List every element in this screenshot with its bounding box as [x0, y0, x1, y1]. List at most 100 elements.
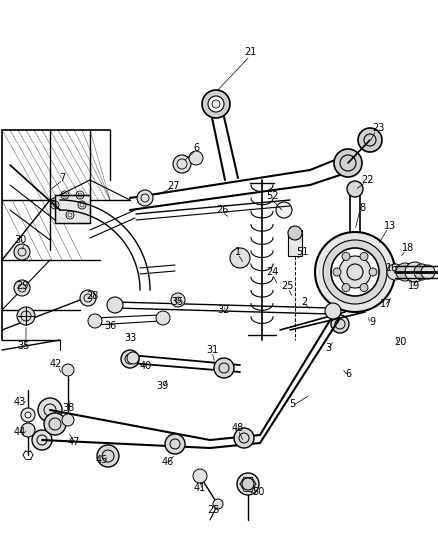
- Circle shape: [405, 262, 425, 282]
- Circle shape: [360, 284, 368, 292]
- Text: 46: 46: [162, 457, 174, 467]
- Text: 25: 25: [282, 281, 294, 291]
- Text: 26: 26: [216, 205, 228, 215]
- Text: 17: 17: [380, 299, 392, 309]
- Circle shape: [173, 155, 191, 173]
- Circle shape: [369, 268, 377, 276]
- Circle shape: [288, 226, 302, 240]
- Circle shape: [276, 202, 292, 218]
- Circle shape: [396, 263, 414, 281]
- Circle shape: [14, 244, 30, 260]
- Text: 18: 18: [402, 243, 414, 253]
- Text: 21: 21: [244, 47, 256, 57]
- Text: 23: 23: [372, 123, 384, 133]
- Circle shape: [360, 253, 368, 261]
- Circle shape: [44, 413, 66, 435]
- Circle shape: [38, 398, 62, 422]
- Circle shape: [342, 284, 350, 292]
- Text: 9: 9: [369, 317, 375, 327]
- Circle shape: [230, 248, 250, 268]
- Text: 6: 6: [345, 369, 351, 379]
- Text: 1: 1: [235, 247, 241, 257]
- Text: 27: 27: [168, 181, 180, 191]
- Text: 30: 30: [14, 235, 26, 245]
- Circle shape: [127, 352, 139, 364]
- Text: 25: 25: [208, 505, 220, 515]
- Circle shape: [334, 149, 362, 177]
- Text: 32: 32: [218, 305, 230, 315]
- Text: 20: 20: [394, 337, 406, 347]
- Text: 36: 36: [104, 321, 116, 331]
- Circle shape: [62, 364, 74, 376]
- Circle shape: [208, 96, 224, 112]
- Circle shape: [97, 445, 119, 467]
- Circle shape: [21, 408, 35, 422]
- Circle shape: [213, 499, 223, 509]
- Text: 2: 2: [301, 297, 307, 307]
- Text: 52: 52: [266, 191, 278, 201]
- Text: 43: 43: [14, 397, 26, 407]
- Circle shape: [202, 90, 230, 118]
- Text: 13: 13: [384, 221, 396, 231]
- Text: 33: 33: [124, 333, 136, 343]
- Circle shape: [62, 414, 74, 426]
- Circle shape: [323, 240, 387, 304]
- Circle shape: [414, 264, 430, 280]
- Text: 31: 31: [206, 345, 218, 355]
- Circle shape: [121, 350, 139, 368]
- Text: 5: 5: [289, 399, 295, 409]
- Circle shape: [342, 253, 350, 261]
- Text: 22: 22: [362, 175, 374, 185]
- Circle shape: [358, 128, 382, 152]
- Text: 3: 3: [325, 343, 331, 353]
- Text: 24: 24: [266, 267, 278, 277]
- Circle shape: [107, 297, 123, 313]
- Circle shape: [14, 280, 30, 296]
- Circle shape: [171, 293, 185, 307]
- Circle shape: [80, 290, 96, 306]
- Text: 8: 8: [359, 203, 365, 213]
- Circle shape: [88, 314, 102, 328]
- Circle shape: [237, 473, 259, 495]
- Circle shape: [234, 428, 254, 448]
- Circle shape: [315, 232, 395, 312]
- Bar: [55, 195, 90, 223]
- Text: 7: 7: [59, 173, 65, 183]
- Circle shape: [387, 264, 403, 280]
- Text: 42: 42: [50, 359, 62, 369]
- Text: 45: 45: [96, 455, 108, 465]
- Circle shape: [325, 303, 341, 319]
- Text: 39: 39: [156, 381, 168, 391]
- Circle shape: [193, 469, 207, 483]
- Circle shape: [339, 256, 371, 288]
- Circle shape: [331, 315, 349, 333]
- Circle shape: [156, 311, 170, 325]
- Text: 28: 28: [86, 291, 98, 301]
- Circle shape: [17, 307, 35, 325]
- Text: 6: 6: [193, 143, 199, 153]
- Circle shape: [331, 248, 379, 296]
- Bar: [288, 230, 302, 256]
- Circle shape: [189, 151, 203, 165]
- Circle shape: [137, 190, 153, 206]
- Text: 47: 47: [68, 437, 80, 447]
- Text: 35: 35: [172, 297, 184, 307]
- Text: 19: 19: [408, 281, 420, 291]
- Circle shape: [214, 358, 234, 378]
- Circle shape: [32, 430, 52, 450]
- Text: 35: 35: [18, 341, 30, 351]
- Text: 48: 48: [232, 423, 244, 433]
- Circle shape: [347, 181, 363, 197]
- Text: 41: 41: [194, 483, 206, 493]
- Text: 38: 38: [62, 403, 74, 413]
- Circle shape: [242, 478, 254, 490]
- Text: 16: 16: [386, 263, 398, 273]
- Text: 44: 44: [14, 427, 26, 437]
- Circle shape: [421, 265, 435, 279]
- Text: 51: 51: [296, 247, 308, 257]
- Text: 40: 40: [140, 361, 152, 371]
- Text: 29: 29: [16, 281, 28, 291]
- Text: 50: 50: [252, 487, 264, 497]
- Circle shape: [165, 434, 185, 454]
- Circle shape: [333, 268, 341, 276]
